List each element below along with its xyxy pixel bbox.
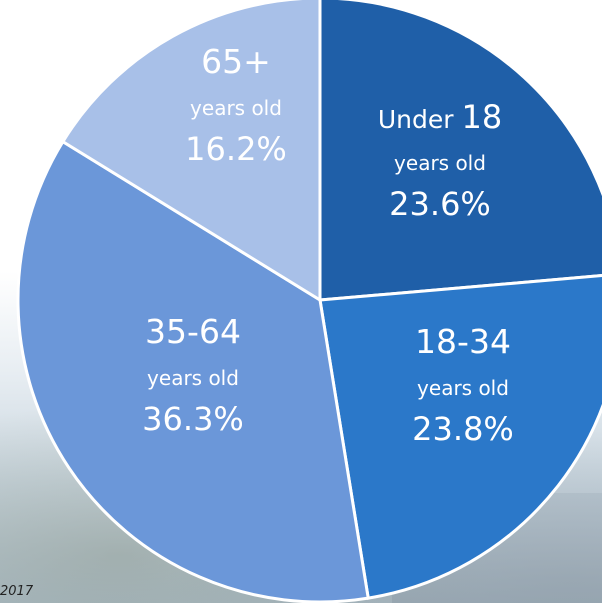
slice-category-label: 35-64 bbox=[145, 312, 241, 351]
slice-value-label: 16.2% bbox=[185, 130, 287, 168]
slice-category-label: Under 18 bbox=[378, 98, 502, 136]
slice-value-label: 23.6% bbox=[389, 185, 491, 223]
slice-sub-label: years old bbox=[190, 96, 282, 120]
pie-slice-4 bbox=[60, 0, 322, 303]
pie-slice-2 bbox=[318, 274, 602, 600]
slice-label-3: 35-64 years old 36.3% bbox=[142, 312, 244, 438]
slice-label-2: 18-34 years old 23.8% bbox=[412, 322, 514, 448]
slice-label-4: 65+ years old 16.2% bbox=[185, 42, 287, 168]
slice-category-label: 18-34 bbox=[415, 322, 511, 361]
slice-value-label: 23.8% bbox=[412, 410, 514, 448]
slice-sub-label: years old bbox=[394, 151, 486, 175]
pie-slice-3 bbox=[16, 139, 370, 603]
slice-sub-label: years old bbox=[417, 376, 509, 400]
slice-sub-label: years old bbox=[147, 366, 239, 390]
slice-category-label: 65+ bbox=[201, 42, 271, 81]
footnote: 2017 bbox=[0, 584, 34, 599]
slice-value-label: 36.3% bbox=[142, 400, 244, 438]
pie-slice-1 bbox=[318, 0, 602, 302]
slice-label-1: Under 18 years old 23.6% bbox=[378, 98, 502, 223]
